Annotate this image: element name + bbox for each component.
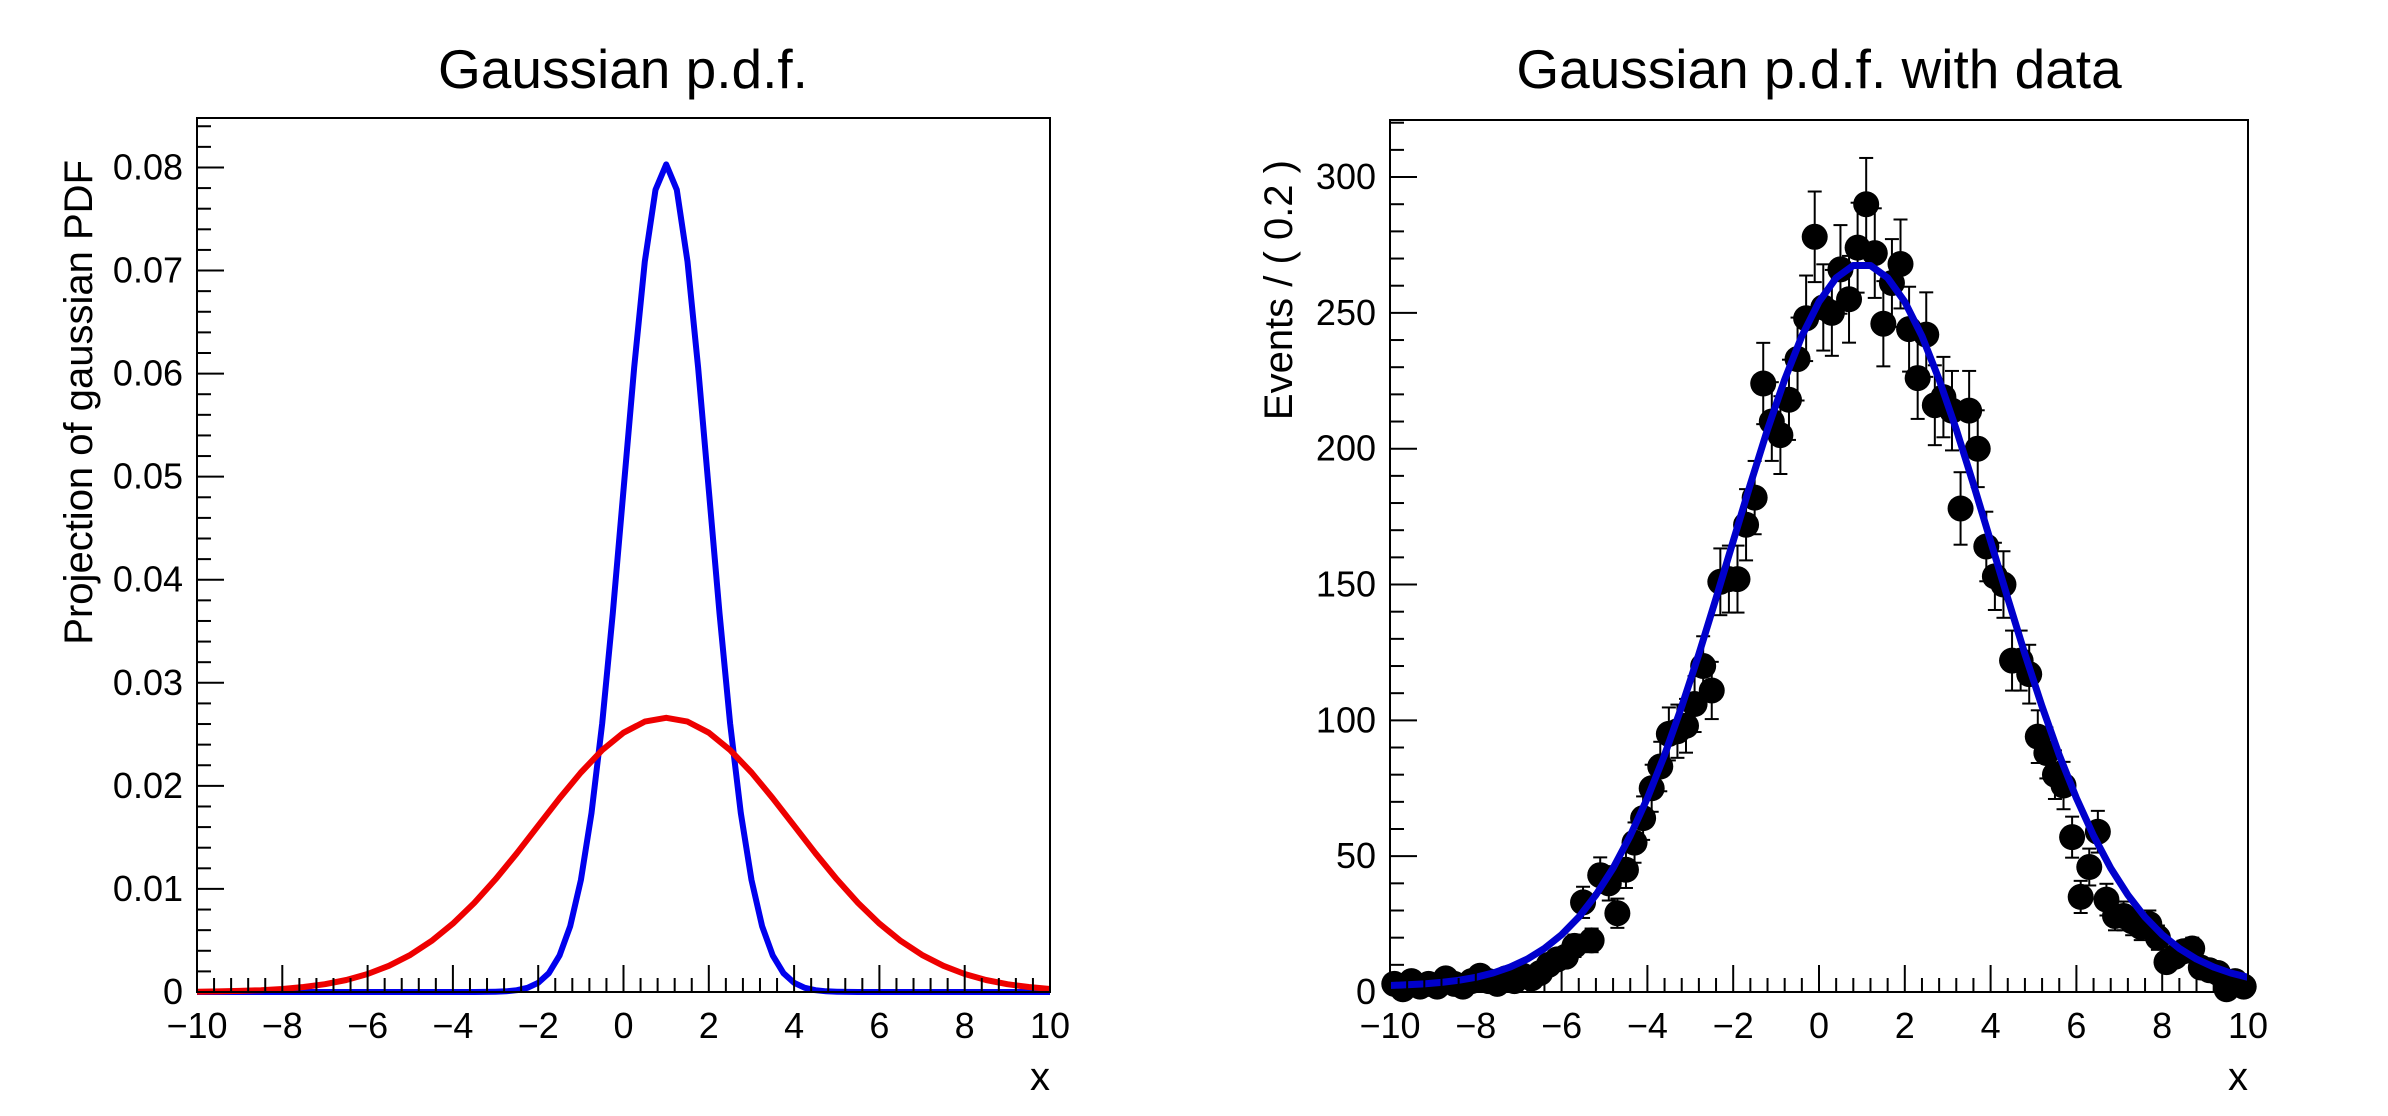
data-point	[1964, 409, 1991, 489]
data-marker	[1964, 435, 1991, 462]
data-point	[1904, 336, 1931, 420]
right-pad: Gaussian p.d.f. with data Events / ( 0.2…	[1257, 38, 2268, 1099]
y-tick-label: 0.03	[113, 662, 183, 703]
data-point	[1861, 207, 1888, 299]
y-tick-label: 50	[1336, 835, 1376, 876]
x-tick-label: 6	[2066, 1005, 2086, 1046]
data-marker	[1853, 191, 1880, 218]
data-marker	[2230, 973, 2257, 1000]
data-marker	[2144, 924, 2171, 951]
x-tick-label: −2	[518, 1005, 559, 1046]
data-point	[2076, 847, 2103, 887]
x-tick-label: −4	[1627, 1005, 1668, 1046]
left-plot-title: Gaussian p.d.f.	[438, 38, 808, 100]
y-tick-label: 0.08	[113, 146, 183, 187]
x-tick-label: −10	[166, 1005, 227, 1046]
left-axes-layer: −10 −8 −6 −4 −2 0 2 4 6 8 10 0 0.01 0.02 0.03 0.04 0.05 0…	[113, 117, 1070, 1046]
data-point	[1947, 471, 1974, 546]
x-tick-label: −4	[432, 1005, 473, 1046]
y-tick-label: 0.06	[113, 353, 183, 394]
data-marker	[1861, 240, 1888, 267]
data-point	[2067, 879, 2094, 914]
left-curves-layer	[196, 161, 1051, 995]
plot-frame	[1389, 119, 2249, 993]
y-tick-label: 0.05	[113, 456, 183, 497]
x-tick-label: 0	[613, 1005, 633, 1046]
y-tick-label: 200	[1316, 428, 1376, 469]
y-tick-label: 0.04	[113, 559, 183, 600]
x-tick-label: 6	[869, 1005, 889, 1046]
data-marker	[1724, 566, 1751, 593]
x-tick-label: −8	[1455, 1005, 1496, 1046]
x-tick-label: 10	[2228, 1005, 2268, 1046]
x-tick-label: 8	[2152, 1005, 2172, 1046]
data-points-layer	[1381, 156, 2257, 1003]
x-tick-label: −8	[262, 1005, 303, 1046]
x-tick-label: −6	[1541, 1005, 1582, 1046]
gaussian-fit-curve	[1389, 262, 2249, 989]
narrow-gaussian-curve	[197, 161, 1050, 995]
x-tick-label: 2	[1895, 1005, 1915, 1046]
data-marker	[1887, 250, 1914, 277]
data-marker	[2076, 854, 2103, 881]
right-plot-title: Gaussian p.d.f. with data	[1516, 38, 2122, 100]
x-tick-label: 2	[699, 1005, 719, 1046]
y-tick-label: 0	[1356, 971, 1376, 1012]
x-tick-label: 0	[1809, 1005, 1829, 1046]
x-tick-label: −6	[347, 1005, 388, 1046]
y-tick-label: 150	[1316, 564, 1376, 605]
left-y-axis-title: Projection of gaussian PDF	[57, 160, 101, 645]
data-marker	[1578, 927, 1605, 954]
data-marker	[1870, 310, 1897, 337]
data-point	[2059, 815, 2086, 859]
x-tick-label: 4	[1981, 1005, 2001, 1046]
data-marker	[1947, 495, 1974, 522]
y-tick-label: 0.01	[113, 868, 183, 909]
data-point	[1578, 927, 1605, 954]
x-tick-label: 4	[784, 1005, 804, 1046]
y-tick-label: 0	[163, 971, 183, 1012]
left-x-axis-title: x	[1030, 1055, 1050, 1099]
y-tick-label: 250	[1316, 292, 1376, 333]
y-tick-label: 0.02	[113, 765, 183, 806]
x-tick-label: 8	[955, 1005, 975, 1046]
data-marker	[1698, 677, 1725, 704]
data-marker	[2059, 824, 2086, 851]
data-marker	[1956, 397, 1983, 424]
data-marker	[1801, 223, 1828, 250]
y-tick-label: 100	[1316, 699, 1376, 740]
data-marker	[1604, 900, 1631, 927]
right-y-axis-title: Events / ( 0.2 )	[1257, 160, 1301, 420]
data-marker	[2067, 883, 2094, 910]
data-marker	[1767, 422, 1794, 449]
x-tick-label: −2	[1713, 1005, 1754, 1046]
data-marker	[1904, 365, 1931, 392]
data-point	[1604, 897, 1631, 929]
y-tick-label: 300	[1316, 156, 1376, 197]
x-tick-label: 10	[1030, 1005, 1070, 1046]
right-x-axis-title: x	[2228, 1055, 2248, 1099]
fit-curve-layer	[1389, 262, 2249, 989]
data-point	[1801, 190, 1828, 284]
y-tick-label: 0.07	[113, 250, 183, 291]
left-pad: Gaussian p.d.f. Projection of gaussian P…	[57, 38, 1070, 1099]
data-point	[1698, 660, 1725, 721]
wide-gaussian-curve	[196, 714, 1051, 995]
data-marker	[1750, 370, 1777, 397]
x-tick-label: −10	[1359, 1005, 1420, 1046]
plot-frame	[196, 117, 1051, 993]
data-point	[1750, 341, 1777, 426]
